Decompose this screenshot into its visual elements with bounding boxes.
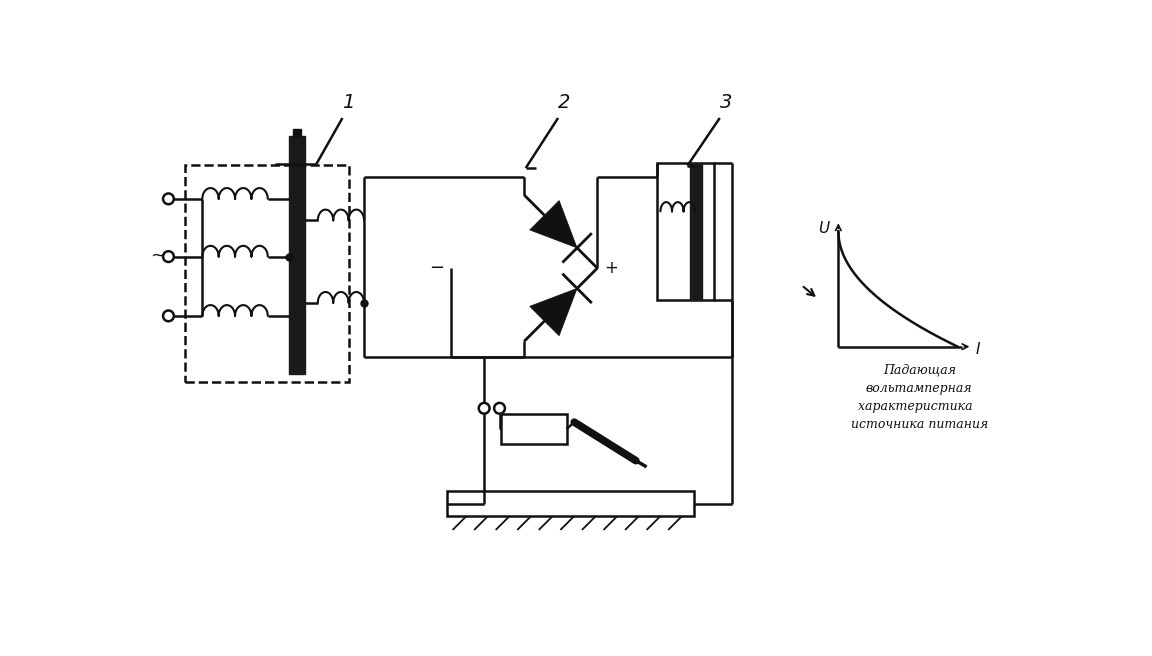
Text: 3: 3 [720,93,733,112]
Text: Падающая
вольтамперная
характеристика  
источника питания: Падающая вольтамперная характеристика ис… [850,363,987,430]
Text: U: U [818,220,829,236]
Text: 2: 2 [558,93,570,112]
Polygon shape [530,289,577,336]
Bar [690,163,702,300]
Text: ~: ~ [150,246,165,264]
Bar [657,163,714,300]
Text: 1: 1 [342,93,355,112]
Polygon shape [530,201,577,248]
Text: I: I [976,342,980,358]
Bar [447,491,694,516]
Text: −: − [430,259,445,277]
Text: +: + [605,259,619,277]
Bar [501,415,567,443]
Bar [185,165,349,382]
Bar [289,136,305,375]
